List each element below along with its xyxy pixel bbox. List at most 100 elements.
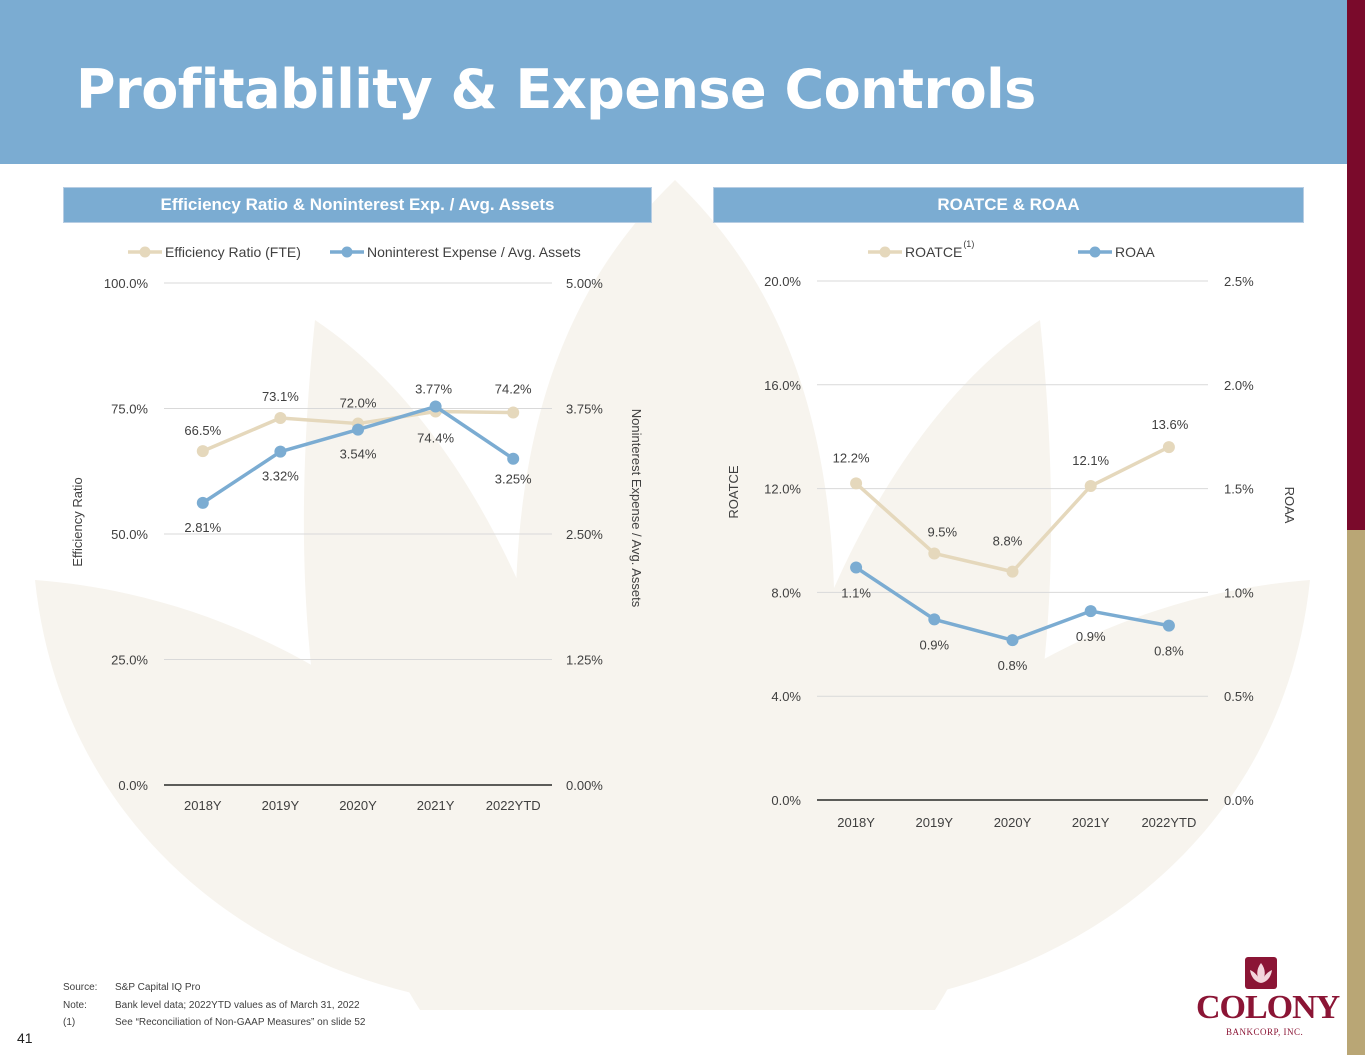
data-point bbox=[1084, 480, 1097, 493]
data-label: 8.8% bbox=[993, 534, 1023, 549]
x-tick-label: 2021Y bbox=[1072, 815, 1110, 830]
data-point bbox=[1162, 441, 1175, 454]
data-point bbox=[1162, 619, 1175, 632]
y-axis-title: Efficiency Ratio bbox=[70, 477, 85, 566]
footnote-key: Source: bbox=[63, 982, 98, 994]
legend-marker bbox=[341, 246, 353, 258]
y-tick-label: 50.0% bbox=[111, 527, 148, 542]
x-tick-label: 2020Y bbox=[339, 798, 377, 813]
data-point bbox=[429, 400, 442, 413]
legend-marker bbox=[139, 246, 151, 258]
side-accent-gold bbox=[1347, 530, 1365, 1055]
footnotes: Source: S&P Capital IQ Pro Note: Bank leve… bbox=[63, 979, 366, 1032]
footnote-note: Note: Bank level data; 2022YTD values as … bbox=[63, 997, 366, 1015]
data-point bbox=[352, 423, 364, 436]
y-axis-title: ROATCE bbox=[726, 465, 741, 519]
footnote-text: Bank level data; 2022YTD values as of Ma… bbox=[115, 999, 360, 1011]
y2-tick-label: 1.25% bbox=[566, 653, 603, 668]
data-point bbox=[928, 547, 941, 560]
y-tick-label: 100.0% bbox=[104, 276, 149, 291]
y2-axis-title: ROAA bbox=[1282, 487, 1297, 524]
x-tick-label: 2020Y bbox=[994, 815, 1032, 830]
y-tick-label: 75.0% bbox=[111, 402, 148, 417]
data-label: 3.25% bbox=[495, 472, 532, 487]
x-tick-label: 2022YTD bbox=[1141, 815, 1196, 830]
footnote-text: See “Reconciliation of Non-GAAP Measures… bbox=[115, 1017, 366, 1029]
data-label: 12.1% bbox=[1072, 453, 1109, 468]
data-point bbox=[1006, 634, 1019, 647]
footnote-text: S&P Capital IQ Pro bbox=[115, 982, 201, 994]
data-label: 3.32% bbox=[262, 469, 299, 484]
data-label: 2.81% bbox=[184, 520, 221, 535]
x-tick-label: 2019Y bbox=[916, 815, 954, 830]
y2-tick-label: 1.0% bbox=[1224, 585, 1254, 600]
footnote-source: Source: S&P Capital IQ Pro bbox=[63, 979, 366, 997]
lotus-logo-icon bbox=[1245, 957, 1277, 989]
y2-tick-label: 1.5% bbox=[1224, 482, 1254, 497]
x-tick-label: 2019Y bbox=[262, 798, 300, 813]
data-point bbox=[196, 496, 209, 509]
data-label: 66.5% bbox=[184, 423, 221, 438]
x-tick-label: 2022YTD bbox=[486, 798, 541, 813]
data-point bbox=[274, 412, 287, 425]
y-tick-label: 0.0% bbox=[771, 793, 801, 808]
y2-tick-label: 2.50% bbox=[566, 527, 603, 542]
data-label: 3.54% bbox=[340, 447, 377, 462]
legend-superscript: (1) bbox=[963, 239, 974, 249]
page-title: Profitability & Expense Controls bbox=[76, 58, 1036, 121]
y-tick-label: 12.0% bbox=[764, 482, 801, 497]
data-label: 12.2% bbox=[833, 450, 870, 465]
data-point bbox=[850, 477, 863, 490]
legend-label: Efficiency Ratio (FTE) bbox=[165, 244, 301, 260]
legend-marker bbox=[879, 246, 891, 258]
legend-label: ROATCE bbox=[905, 244, 962, 260]
data-point bbox=[507, 452, 520, 465]
x-tick-label: 2018Y bbox=[184, 798, 222, 813]
y-tick-label: 8.0% bbox=[771, 585, 801, 600]
data-point bbox=[274, 445, 287, 458]
page-number: 41 bbox=[17, 1030, 33, 1046]
data-point bbox=[928, 613, 941, 626]
data-label: 73.1% bbox=[262, 389, 299, 404]
y-tick-label: 16.0% bbox=[764, 378, 801, 393]
roatce-panel-title: ROATCE & ROAA bbox=[713, 187, 1304, 223]
y2-tick-label: 3.75% bbox=[566, 402, 603, 417]
data-label: 9.5% bbox=[927, 524, 957, 539]
data-point bbox=[196, 445, 209, 458]
data-point bbox=[1006, 565, 1019, 578]
data-point bbox=[850, 561, 863, 574]
y2-tick-label: 0.5% bbox=[1224, 689, 1254, 704]
data-point bbox=[1084, 605, 1097, 618]
y2-tick-label: 5.00% bbox=[566, 276, 603, 291]
footnote-key: (1) bbox=[63, 1017, 76, 1029]
colony-logo: COLONY BANKCORP, INC. bbox=[1190, 955, 1340, 1045]
footnote-1: (1) See “Reconciliation of Non-GAAP Measu… bbox=[63, 1014, 366, 1032]
y2-tick-label: 0.0% bbox=[1224, 793, 1254, 808]
x-tick-label: 2021Y bbox=[417, 798, 455, 813]
logo-wordmark: COLONY bbox=[1196, 989, 1340, 1026]
data-label: 74.2% bbox=[495, 382, 532, 397]
y2-tick-label: 2.5% bbox=[1224, 274, 1254, 289]
legend-marker bbox=[1089, 246, 1101, 258]
data-label: 3.77% bbox=[415, 381, 452, 396]
y-tick-label: 25.0% bbox=[111, 653, 148, 668]
data-label: 74.4% bbox=[417, 431, 454, 446]
y-tick-label: 4.0% bbox=[771, 689, 801, 704]
series-line bbox=[854, 445, 1170, 574]
data-label: 0.8% bbox=[1154, 644, 1184, 659]
logo-subtitle: BANKCORP, INC. bbox=[1226, 1027, 1304, 1037]
y-tick-label: 0.0% bbox=[118, 778, 148, 793]
efficiency-panel-title: Efficiency Ratio & Noninterest Exp. / Av… bbox=[63, 187, 652, 223]
y2-tick-label: 2.0% bbox=[1224, 378, 1254, 393]
data-label: 72.0% bbox=[340, 396, 377, 411]
y-tick-label: 20.0% bbox=[764, 274, 801, 289]
header-banner bbox=[0, 0, 1347, 164]
data-label: 0.9% bbox=[1076, 629, 1106, 644]
data-label: 0.8% bbox=[998, 658, 1028, 673]
data-label: 1.1% bbox=[841, 585, 871, 600]
data-point bbox=[507, 406, 520, 419]
data-label: 13.6% bbox=[1151, 417, 1188, 432]
